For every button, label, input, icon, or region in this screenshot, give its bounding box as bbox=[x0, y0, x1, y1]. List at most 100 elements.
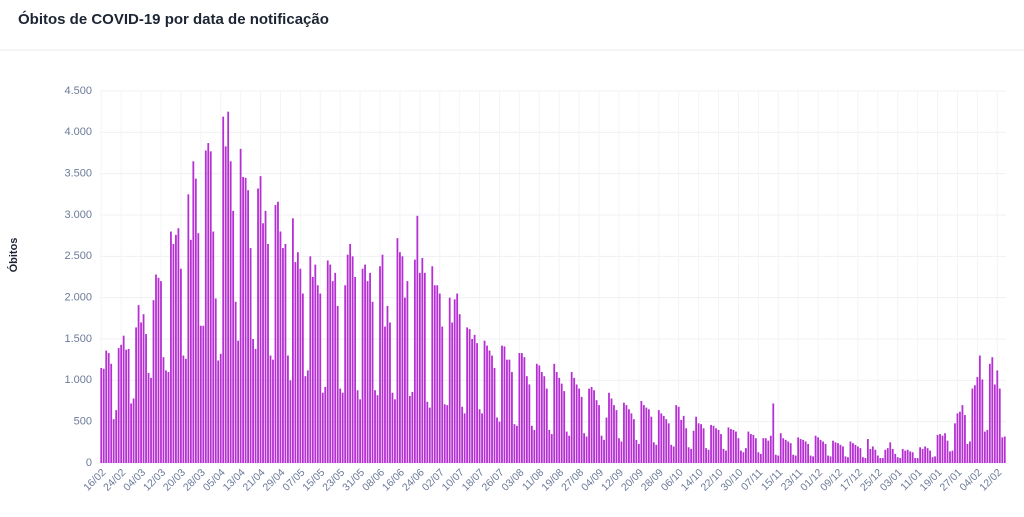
bar bbox=[824, 443, 827, 463]
bar bbox=[364, 264, 366, 463]
bar bbox=[311, 277, 314, 463]
bar bbox=[667, 423, 670, 463]
bar bbox=[513, 424, 516, 463]
bar bbox=[926, 448, 929, 463]
bar bbox=[481, 413, 483, 463]
bar bbox=[299, 268, 302, 463]
bar bbox=[120, 344, 123, 463]
bar bbox=[102, 368, 105, 463]
bar bbox=[613, 405, 615, 463]
bar bbox=[725, 450, 727, 463]
bar bbox=[794, 455, 797, 463]
bar bbox=[518, 353, 521, 463]
bar bbox=[433, 285, 436, 463]
bar bbox=[356, 390, 359, 463]
bar bbox=[929, 450, 931, 463]
bar bbox=[329, 264, 332, 463]
bar bbox=[809, 455, 812, 463]
bar bbox=[498, 421, 501, 463]
bar bbox=[849, 441, 852, 463]
bar bbox=[894, 453, 897, 463]
bar bbox=[677, 406, 680, 463]
bar bbox=[590, 386, 593, 463]
bar bbox=[438, 293, 441, 463]
bar bbox=[446, 405, 449, 463]
bar bbox=[371, 301, 374, 463]
bar bbox=[695, 416, 698, 463]
bar bbox=[914, 458, 917, 463]
bar bbox=[886, 448, 889, 463]
bar bbox=[130, 403, 133, 463]
bar bbox=[274, 205, 277, 463]
bar bbox=[418, 272, 421, 463]
bar bbox=[904, 450, 907, 463]
bar bbox=[829, 456, 832, 463]
bar bbox=[745, 448, 747, 463]
bar bbox=[969, 441, 971, 463]
bar bbox=[471, 339, 474, 463]
bar bbox=[155, 274, 157, 463]
bar bbox=[478, 409, 481, 463]
bar bbox=[491, 355, 493, 463]
bar bbox=[247, 190, 249, 463]
bar bbox=[389, 322, 391, 463]
bar bbox=[573, 377, 576, 463]
bar bbox=[881, 458, 884, 463]
bar bbox=[501, 345, 503, 463]
bar bbox=[939, 434, 941, 463]
bar bbox=[774, 454, 777, 463]
bar bbox=[874, 449, 877, 463]
bar bbox=[122, 335, 125, 463]
bar bbox=[179, 268, 182, 463]
bar bbox=[157, 277, 160, 463]
bar bbox=[187, 194, 190, 464]
bar bbox=[162, 357, 165, 463]
bar bbox=[949, 451, 951, 463]
bar bbox=[981, 379, 984, 463]
bar bbox=[558, 377, 561, 463]
bar bbox=[901, 448, 904, 463]
bar bbox=[199, 325, 202, 463]
bar bbox=[209, 151, 212, 463]
bar bbox=[182, 355, 185, 463]
bar bbox=[384, 326, 386, 463]
x-tick-label: 12/02 bbox=[977, 466, 1004, 493]
bar bbox=[814, 435, 817, 463]
bar bbox=[919, 447, 922, 463]
bar bbox=[640, 401, 643, 463]
bar bbox=[366, 281, 369, 463]
bar bbox=[381, 254, 384, 463]
bar bbox=[560, 383, 563, 463]
bar bbox=[637, 443, 640, 463]
bar bbox=[682, 415, 685, 463]
bar bbox=[687, 447, 690, 463]
bar bbox=[207, 143, 210, 463]
bar bbox=[543, 376, 546, 463]
bar bbox=[976, 377, 979, 463]
bar bbox=[132, 398, 135, 463]
x-tick-label: 07/11 bbox=[739, 466, 766, 493]
bar bbox=[747, 431, 750, 463]
bar bbox=[237, 340, 240, 463]
bar bbox=[319, 293, 322, 463]
bar bbox=[217, 360, 220, 463]
bar bbox=[595, 400, 598, 463]
bar bbox=[359, 399, 361, 463]
bar bbox=[336, 305, 339, 463]
bar bbox=[140, 322, 142, 463]
bar bbox=[483, 340, 486, 463]
bar bbox=[399, 252, 401, 463]
bar bbox=[404, 297, 406, 463]
bar bbox=[924, 446, 927, 463]
bar bbox=[254, 348, 257, 463]
bar bbox=[294, 262, 297, 463]
bar bbox=[117, 348, 120, 463]
bar bbox=[252, 339, 254, 463]
bar bbox=[866, 439, 869, 463]
bar bbox=[961, 405, 964, 463]
bar bbox=[184, 358, 187, 463]
y-tick-label: 4.500 bbox=[64, 85, 92, 97]
bar bbox=[672, 446, 675, 463]
bar bbox=[852, 443, 854, 463]
